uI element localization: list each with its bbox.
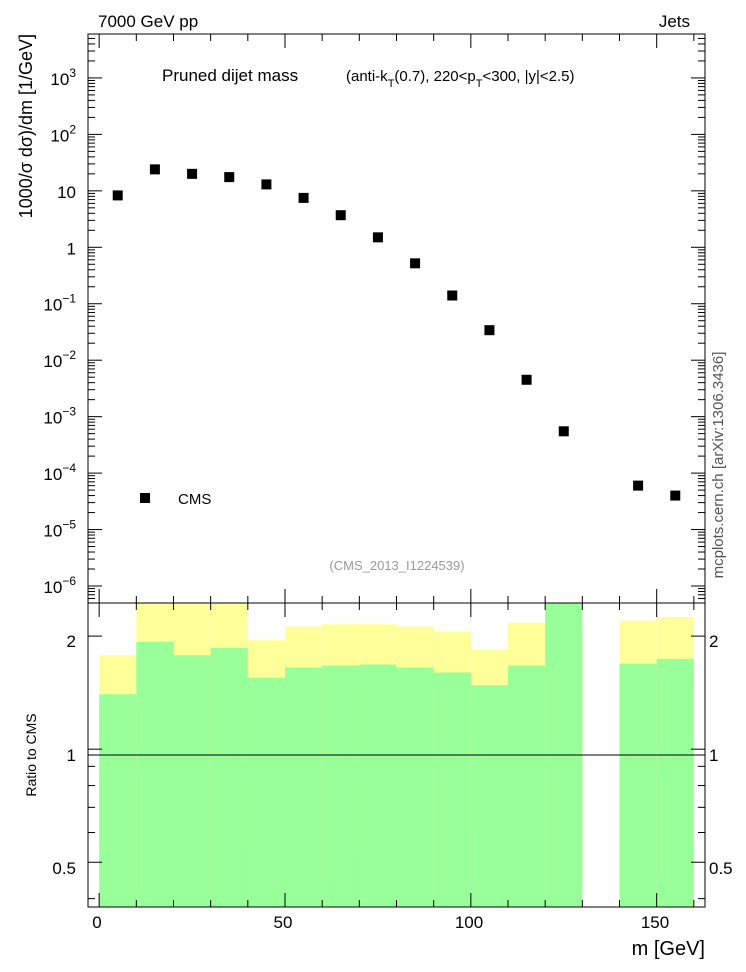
main-plot: Pruned dijet mass (anti-kT(0.7), 220<pT<… [16,33,706,604]
ratio-x-ticks [98,603,695,907]
data-point [149,164,160,175]
plot-title: Pruned dijet mass [162,66,298,85]
data-point [298,192,309,203]
ratio-ytick-label-right-0.5: 0.5 [709,859,733,878]
ratio-band-inner [284,667,323,907]
ratio-ytick-label-1: 1 [67,746,76,765]
ratio-ytick-label-right-2: 2 [709,632,718,651]
legend-marker [140,493,150,503]
main-ytick-label: 10 [57,183,76,202]
data-point [521,374,532,385]
main-plot-frame [87,33,706,604]
side-label: mcplots.cern.ch [arXiv:1306.3436] [710,352,727,579]
data-point [187,168,198,179]
ratio-band-inner [210,647,248,907]
xtick-label-150: 150 [641,913,669,932]
data-point [261,179,272,190]
data-point [372,232,383,243]
data-point [558,426,569,437]
ratio-band-inner [508,665,546,907]
ratio-band-inner [136,641,174,907]
main-x-ticks [98,34,695,603]
ratio-plot-frame [87,602,706,908]
main-ytick-label: 103 [50,66,76,89]
ratio-band-inner [619,663,657,907]
ratio-band-inner [396,667,434,907]
cut-part-4: T [476,78,483,90]
data-point [670,490,681,501]
ratio-ytick-label-0.5: 0.5 [52,859,76,878]
ratio-y-axis-label: Ratio to CMS [23,713,39,796]
xtick-label-50: 50 [274,913,293,932]
legend-label: CMS [178,491,211,508]
data-point [224,172,235,183]
data-point [112,190,123,201]
x-axis-label: m [GeV] [632,938,705,960]
ratio-band-inner [433,672,471,907]
ratio-band-inner [359,664,397,907]
ratio-band-inner [656,658,694,907]
xtick-label-100: 100 [455,913,483,932]
ratio-ytick-label-right-1: 1 [709,746,718,765]
main-ytick-label: 10−2 [43,348,76,371]
cut-part-2: T [388,78,395,90]
main-ytick-label: 10−3 [43,405,76,428]
header-right: Jets [659,12,690,31]
main-y-axis-label: 1000/σ dσ)/dm [1/GeV] [16,34,36,218]
cut-part-5: <300, |y|<2.5) [482,68,574,85]
cut-part-3: (0.7), 220<p [394,68,475,85]
main-data-points [112,164,681,501]
main-ytick-label: 10−5 [43,518,76,541]
data-point [410,258,421,269]
ratio-band-inner [322,665,360,907]
main-ytick-label: 10−1 [43,292,76,315]
main-ytick-label: 10−6 [43,574,76,597]
ratio-band-inner [247,677,285,907]
ratio-band-inner [99,694,137,907]
ratio-band-inner [173,655,211,907]
header-left: 7000 GeV pp [98,12,198,31]
xtick-label-0: 0 [92,913,101,932]
data-point [633,480,644,491]
ratio-bands [99,603,694,907]
plot-cut-label: (anti-kT(0.7), 220<pT<300, |y|<2.5) [346,68,575,90]
cut-part-1: (anti-k [346,68,388,85]
ratio-plot: 0.5 1 2 0.5 1 2 0 50 100 150 Ratio to CM… [23,602,733,960]
data-point [484,325,495,336]
main-y-ticks [88,33,705,604]
data-point [335,210,346,221]
ratio-band-inner [470,685,509,907]
main-ytick-label: 10−4 [43,461,76,484]
ratio-ytick-label-2: 2 [67,632,76,651]
main-ytick-label: 1 [67,239,76,258]
ratio-y-ticks [88,635,705,900]
analysis-watermark: (CMS_2013_I1224539) [329,558,464,573]
main-ytick-label: 102 [50,122,76,145]
data-point [447,290,458,301]
